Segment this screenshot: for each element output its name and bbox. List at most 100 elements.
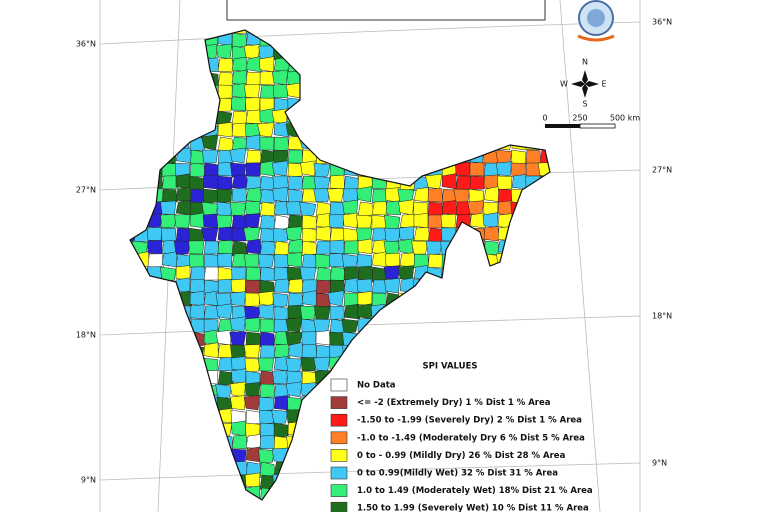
district (161, 303, 179, 320)
district (413, 383, 430, 398)
district (539, 200, 550, 216)
district (130, 305, 137, 320)
district (231, 122, 248, 138)
district (441, 200, 458, 216)
district (272, 31, 289, 47)
district (203, 487, 221, 500)
district (161, 175, 179, 190)
district (159, 69, 177, 86)
legend-swatch (330, 484, 348, 497)
district (131, 162, 149, 179)
district (552, 32, 568, 46)
district (271, 409, 289, 425)
district (537, 266, 550, 283)
district (440, 240, 457, 256)
district (427, 56, 445, 73)
district (130, 214, 135, 230)
district (287, 487, 303, 500)
district (497, 292, 513, 307)
district (385, 149, 402, 164)
district (554, 109, 568, 124)
district (132, 201, 149, 217)
district (300, 395, 317, 411)
district (383, 265, 401, 281)
district (413, 45, 431, 61)
district (230, 278, 247, 294)
district (399, 43, 415, 60)
district (175, 277, 191, 294)
district (161, 331, 178, 346)
title-box (226, 0, 546, 21)
district (161, 486, 179, 500)
district (524, 318, 541, 334)
district (511, 213, 527, 229)
district (482, 30, 499, 34)
district (130, 422, 136, 439)
district (497, 123, 514, 138)
district (525, 58, 543, 75)
district (511, 227, 527, 243)
district (130, 291, 136, 307)
district (217, 30, 233, 47)
district (131, 291, 149, 307)
district (301, 370, 317, 386)
district (313, 71, 331, 87)
district (441, 97, 458, 113)
district (539, 240, 550, 257)
district (497, 370, 513, 385)
district (301, 290, 318, 307)
district (426, 97, 443, 112)
district (554, 280, 570, 295)
district (130, 97, 135, 112)
district (495, 161, 513, 177)
district (229, 316, 247, 333)
district (159, 435, 177, 450)
district (497, 279, 513, 296)
district (161, 45, 179, 62)
district (287, 149, 304, 164)
district (440, 213, 457, 229)
district (287, 175, 304, 190)
district (469, 253, 485, 268)
district (285, 317, 303, 333)
district (217, 84, 233, 99)
district (259, 266, 276, 282)
district (215, 485, 233, 500)
scale-label: 0 (542, 114, 547, 123)
district (145, 31, 163, 47)
district (130, 461, 137, 478)
district (383, 304, 401, 320)
district (217, 278, 233, 294)
district (371, 160, 389, 177)
district (189, 290, 205, 307)
district (189, 487, 205, 500)
district (174, 448, 191, 463)
district (467, 344, 485, 359)
district (538, 69, 550, 86)
district (160, 318, 177, 333)
district (357, 357, 373, 374)
district (398, 71, 415, 88)
district (147, 70, 163, 86)
district (454, 383, 471, 398)
district (468, 123, 485, 140)
compass-e: E (601, 80, 606, 89)
district (147, 136, 164, 151)
district (411, 240, 429, 255)
district (554, 358, 568, 372)
district (371, 71, 387, 86)
district (398, 162, 415, 177)
district (130, 108, 136, 125)
district (244, 472, 261, 489)
district (525, 45, 543, 60)
district (357, 32, 375, 48)
district (147, 459, 165, 476)
district (285, 226, 303, 242)
district (130, 30, 135, 36)
district (147, 357, 163, 374)
district (133, 188, 149, 204)
district (468, 110, 485, 126)
district (147, 239, 163, 255)
district (285, 109, 303, 125)
district (133, 175, 149, 190)
